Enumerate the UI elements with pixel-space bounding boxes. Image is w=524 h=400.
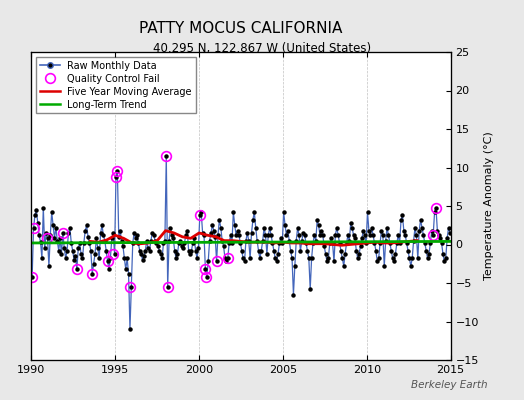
Y-axis label: Temperature Anomaly (°C): Temperature Anomaly (°C) [484,132,495,280]
Text: 40.295 N, 122.867 W (United States): 40.295 N, 122.867 W (United States) [153,42,371,55]
Title: PATTY MOCUS CALIFORNIA: PATTY MOCUS CALIFORNIA [139,20,343,36]
Legend: Raw Monthly Data, Quality Control Fail, Five Year Moving Average, Long-Term Tren: Raw Monthly Data, Quality Control Fail, … [36,57,196,113]
Text: Berkeley Earth: Berkeley Earth [411,380,487,390]
